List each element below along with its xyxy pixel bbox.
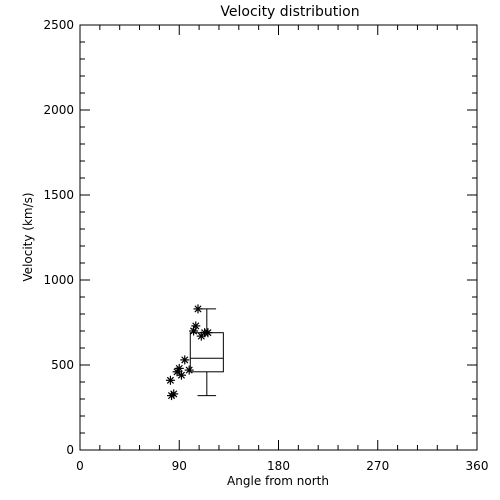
scatter-points (165, 304, 213, 401)
data-point (184, 365, 194, 375)
x-tick-label: 270 (366, 459, 389, 473)
x-tick-label: 360 (466, 459, 489, 473)
x-axis-label: Angle from north (227, 474, 329, 488)
data-point (174, 363, 184, 373)
data-point (180, 355, 190, 365)
data-point (191, 321, 201, 331)
data-point-stroke (181, 356, 189, 364)
data-point-stroke (175, 364, 183, 372)
data-point-stroke (185, 366, 193, 374)
axis-tick-labels: 0 90 180 270 360 0 500 1000 1500 2000 2500 (43, 18, 488, 473)
data-point-stroke (170, 390, 178, 398)
data-point (169, 389, 179, 399)
data-point (176, 370, 186, 380)
y-tick-label: 1500 (43, 188, 74, 202)
y-tick-label: 2500 (43, 18, 74, 32)
plot-frame (79, 24, 478, 451)
y-axis-label: Velocity (km/s) (21, 192, 35, 281)
boxplot-box (189, 332, 224, 373)
y-tick-label: 500 (51, 358, 74, 372)
data-point-stroke (204, 329, 212, 337)
y-tick-label: 0 (66, 443, 74, 457)
x-tick-label: 90 (172, 459, 187, 473)
data-point-stroke (166, 376, 175, 384)
data-point-stroke (177, 371, 186, 379)
axis-ticks (79, 24, 478, 451)
data-point-stroke (192, 322, 200, 330)
y-tick-label: 1000 (43, 273, 74, 287)
data-point (193, 304, 203, 314)
data-point-stroke (194, 305, 202, 313)
y-tick-label: 2000 (43, 103, 74, 117)
data-point (165, 375, 175, 385)
chart-title: Velocity distribution (220, 4, 359, 20)
data-point (203, 328, 213, 338)
x-tick-label: 180 (267, 459, 290, 473)
x-tick-label: 0 (76, 459, 84, 473)
